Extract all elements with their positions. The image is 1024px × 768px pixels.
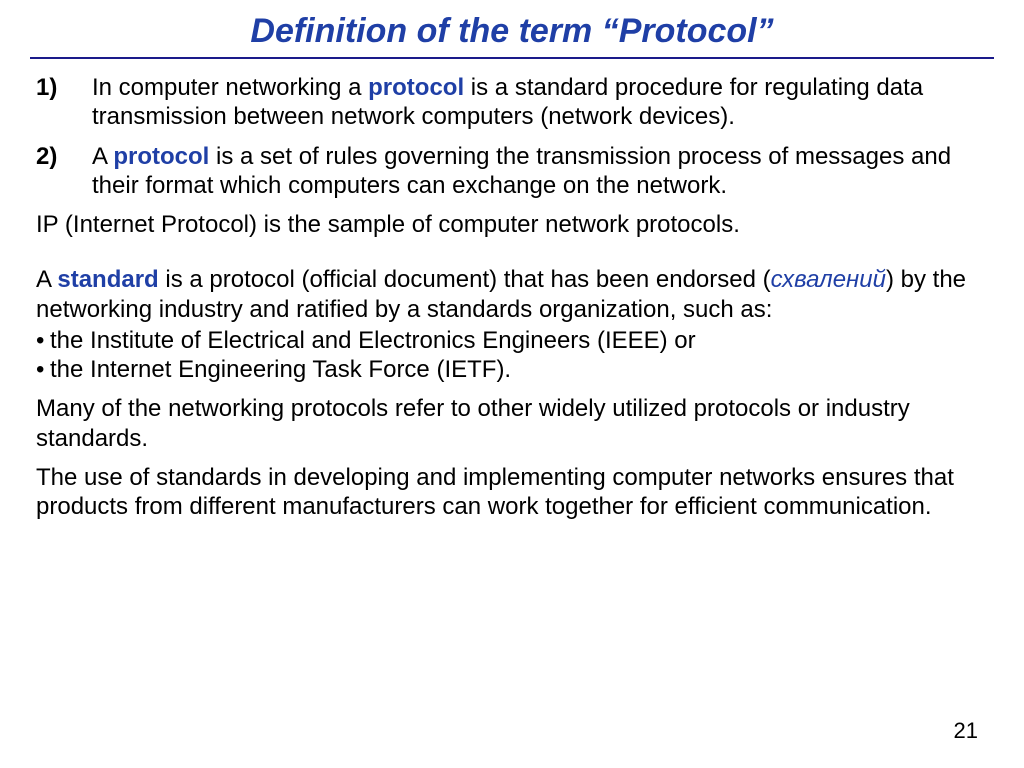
title-rule — [30, 57, 994, 59]
item-number: 1) — [36, 73, 92, 132]
standard-paragraph: A standard is a protocol (official docum… — [36, 265, 988, 324]
text: is a set of rules governing the transmis… — [92, 143, 951, 199]
item-text: In computer networking a protocol is a s… — [92, 73, 988, 132]
text: A — [92, 143, 113, 170]
paragraph: Many of the networking protocols refer t… — [36, 394, 988, 453]
keyword-protocol: protocol — [113, 143, 209, 170]
bullet-icon: • — [36, 355, 50, 384]
keyword-protocol: protocol — [368, 74, 464, 101]
spacer — [36, 239, 988, 265]
bullet-icon: • — [36, 326, 50, 355]
item-number: 2) — [36, 142, 92, 201]
page-number: 21 — [954, 718, 978, 744]
bullet-text: the Internet Engineering Task Force (IET… — [50, 355, 511, 384]
bullet-item: • the Institute of Electrical and Electr… — [36, 326, 988, 355]
list-item: 2) A protocol is a set of rules governin… — [36, 142, 988, 201]
keyword-standard: standard — [57, 266, 158, 293]
text: is a protocol (official document) that h… — [159, 266, 771, 293]
bullet-text: the Institute of Electrical and Electron… — [50, 326, 696, 355]
text: A — [36, 266, 57, 293]
slide-title: Definition of the term “Protocol” — [0, 12, 1024, 51]
paragraph: The use of standards in developing and i… — [36, 463, 988, 522]
item-text: A protocol is a set of rules governing t… — [92, 142, 988, 201]
parenthetical-italic: схвалений — [771, 266, 886, 293]
bullet-list: • the Institute of Electrical and Electr… — [36, 326, 988, 385]
bullet-item: • the Internet Engineering Task Force (I… — [36, 355, 988, 384]
ip-sentence: IP (Internet Protocol) is the sample of … — [36, 210, 988, 239]
slide-body: 1) In computer networking a protocol is … — [0, 73, 1024, 521]
text: In computer networking a — [92, 74, 368, 101]
slide: Definition of the term “Protocol” 1) In … — [0, 0, 1024, 768]
list-item: 1) In computer networking a protocol is … — [36, 73, 988, 132]
